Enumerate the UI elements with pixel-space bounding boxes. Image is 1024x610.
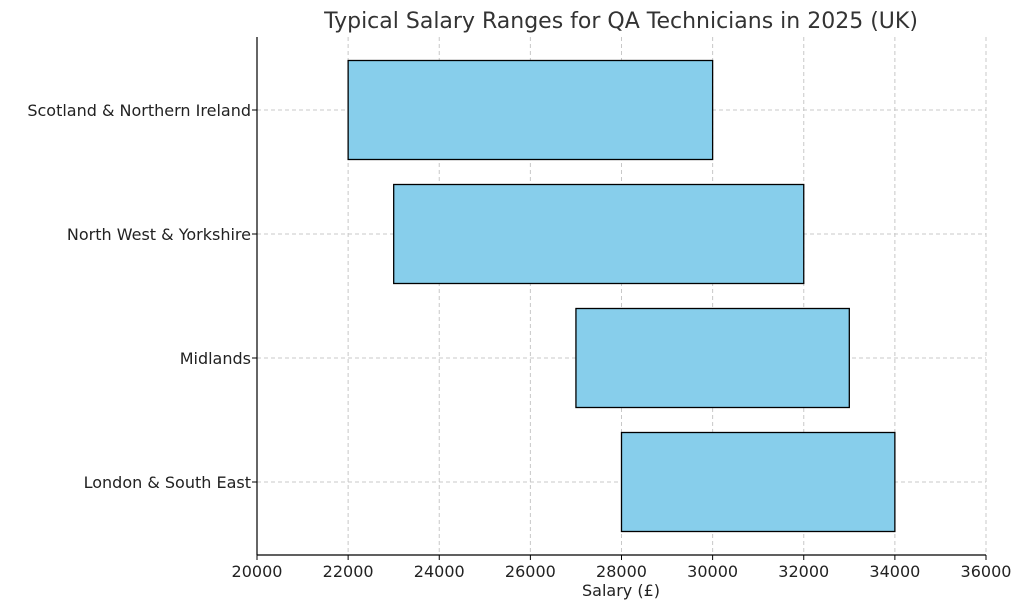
salary-range-bar [575,307,850,409]
chart-title: Typical Salary Ranges for QA Technicians… [323,9,918,34]
bars [347,59,896,533]
y-axis-ticks: London & South East Midlands North West & … [27,101,257,492]
x-tick-label: 22000 [323,562,374,581]
x-tick-label: 20000 [232,562,283,581]
salary-range-bar [347,59,714,161]
salary-range-bar [393,183,805,285]
x-axis-ticks: 20000 22000 24000 26000 28000 30000 32000 34000… [232,555,1012,581]
x-tick-label: 34000 [869,562,920,581]
x-tick-label: 32000 [778,562,829,581]
y-tick-label: Midlands [180,349,251,368]
x-axis-label: Salary (£) [582,581,660,600]
y-tick-label: London & South East [84,473,251,492]
x-tick-label: 30000 [687,562,738,581]
y-tick-label: Scotland & Northern Ireland [27,101,251,120]
x-tick-label: 36000 [961,562,1012,581]
x-tick-label: 28000 [596,562,647,581]
x-tick-label: 24000 [414,562,465,581]
salary-range-bar [620,431,896,533]
x-tick-label: 26000 [505,562,556,581]
y-tick-label: North West & Yorkshire [67,225,251,244]
